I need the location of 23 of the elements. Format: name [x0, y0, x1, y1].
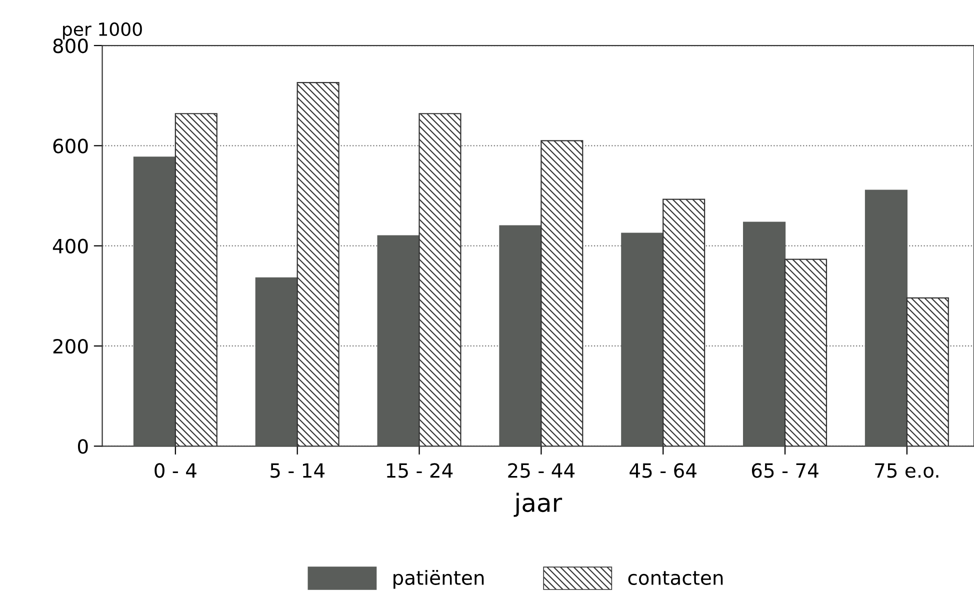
legend-label: patiënten — [394, 570, 484, 589]
x-axis-title: jaar — [514, 492, 562, 517]
bar — [864, 190, 908, 446]
bar — [621, 232, 664, 446]
bar — [133, 156, 176, 446]
x-tick-label: 15 - 24 — [386, 463, 453, 478]
y-tick-label: 400 — [52, 238, 88, 254]
x-tick-label: 45 - 64 — [630, 463, 696, 478]
x-tick-label: 0 - 4 — [154, 463, 196, 478]
y-tick-label: 600 — [53, 138, 88, 154]
bar — [743, 222, 786, 446]
y-tick-label: 800 — [53, 38, 88, 54]
x-tick-label: 5 - 14 — [270, 463, 324, 478]
y-tick-label: 200 — [53, 338, 88, 354]
bar — [499, 225, 542, 446]
x-tick-label: 25 - 44 — [508, 463, 575, 478]
y-axis-title: per 1000 — [63, 22, 142, 40]
x-tick-label: 75 e.o. — [875, 463, 938, 478]
legend-label: contacten — [628, 571, 723, 586]
bar — [377, 235, 420, 446]
bar — [255, 277, 298, 446]
x-tick-label: 65 - 74 — [752, 463, 818, 478]
y-tick-label: 0 — [78, 439, 88, 454]
